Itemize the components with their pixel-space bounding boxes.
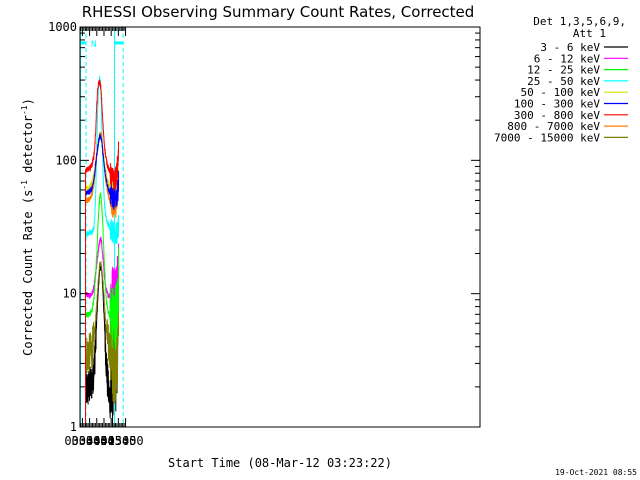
timestamp: 19-Oct-2021 08:55	[555, 468, 637, 477]
y-axis-label: Corrected Count Rate (s-1 detector-1)	[20, 98, 35, 356]
series-line-6	[85, 79, 120, 427]
x-axis-label: Start Time (08-Mar-12 03:23:22)	[168, 456, 392, 470]
y-axis: 1 10 100 1000	[48, 20, 480, 434]
legend-header-line-1: Det 1,3,5,6,9,	[533, 15, 626, 28]
legend-label: 100 - 300 keV	[514, 98, 600, 111]
series-line-3	[85, 75, 120, 427]
legend-label: 800 - 7000 keV	[507, 120, 600, 133]
legend-label: 25 - 50 keV	[527, 75, 600, 88]
plot-area: N	[79, 27, 124, 428]
y-tick-label: 1000	[48, 20, 77, 34]
x-tick-label: 03:45	[72, 434, 108, 448]
legend-label: 7000 - 15000 keV	[494, 131, 600, 144]
plot-frame	[79, 26, 481, 428]
x-tick-label: 03:30	[64, 434, 100, 448]
y-tick-label: 10	[63, 287, 77, 301]
y-tick-label: 1	[70, 420, 77, 434]
x-tick-label: 04:45	[100, 434, 136, 448]
legend-label: 50 - 100 keV	[521, 86, 601, 99]
legend-label: 12 - 25 keV	[527, 64, 600, 77]
legend-label: 6 - 12 keV	[534, 52, 601, 65]
x-tick-label: 04:00	[79, 434, 115, 448]
night-flag-label: N	[91, 40, 96, 50]
legend-header-line-2: Att 1	[573, 27, 606, 40]
series-line-2	[85, 192, 120, 427]
x-tick-label: 04:30	[93, 434, 129, 448]
legend-label: 300 - 800 keV	[514, 109, 600, 122]
x-tick-label: 05:00	[108, 434, 144, 448]
y-tick-label: 100	[55, 153, 77, 167]
series-line-8	[85, 260, 120, 427]
series-line-5	[85, 133, 120, 427]
x-tick-label: 04:15	[86, 434, 122, 448]
legend-label: 3 - 6 keV	[540, 41, 600, 54]
chart-title: RHESSI Observing Summary Count Rates, Co…	[82, 3, 475, 21]
